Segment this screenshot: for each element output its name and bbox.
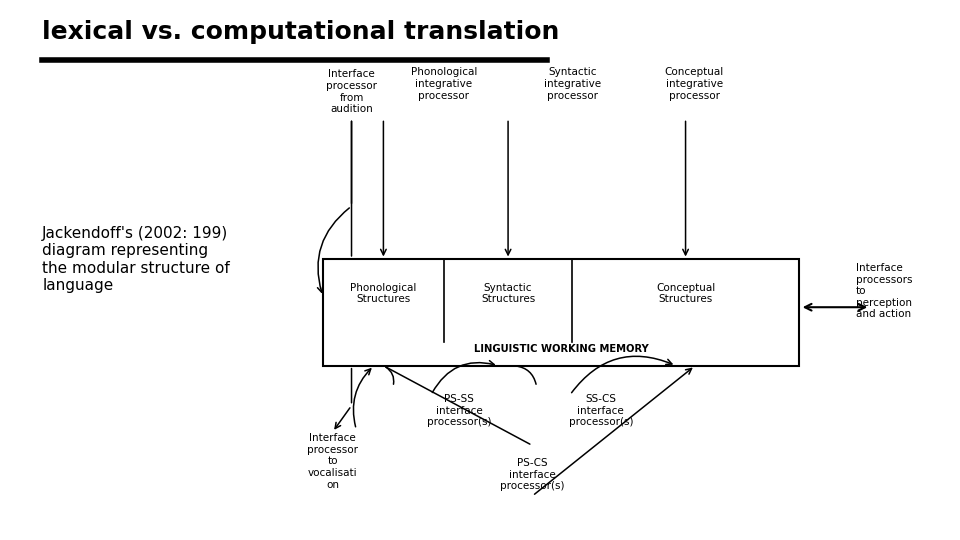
Text: Interface
processors
to
perception
and action: Interface processors to perception and a… — [856, 263, 912, 320]
Text: Syntactic
integrative
processor: Syntactic integrative processor — [543, 68, 601, 100]
Text: Conceptual
Structures: Conceptual Structures — [656, 282, 715, 304]
Text: SS-CS
interface
processor(s): SS-CS interface processor(s) — [568, 394, 633, 428]
Text: Syntactic
Structures: Syntactic Structures — [481, 282, 535, 304]
Text: Jackendoff's (2002: 199)
diagram representing
the modular structure of
language: Jackendoff's (2002: 199) diagram represe… — [42, 226, 230, 293]
Text: Conceptual
integrative
processor: Conceptual integrative processor — [664, 68, 724, 100]
Text: Phonological
integrative
processor: Phonological integrative processor — [411, 68, 477, 100]
Text: Interface
processor
to
vocalisati
on: Interface processor to vocalisati on — [307, 433, 358, 490]
Text: lexical vs. computational translation: lexical vs. computational translation — [42, 20, 560, 44]
Text: Phonological
Structures: Phonological Structures — [350, 282, 417, 304]
Text: LINGUISTIC WORKING MEMORY: LINGUISTIC WORKING MEMORY — [473, 344, 648, 354]
Text: PS-SS
interface
processor(s): PS-SS interface processor(s) — [427, 394, 492, 428]
Text: PS-CS
interface
processor(s): PS-CS interface processor(s) — [500, 458, 564, 491]
Text: Interface
processor
from
audition: Interface processor from audition — [326, 70, 377, 114]
Bar — [323, 259, 799, 366]
